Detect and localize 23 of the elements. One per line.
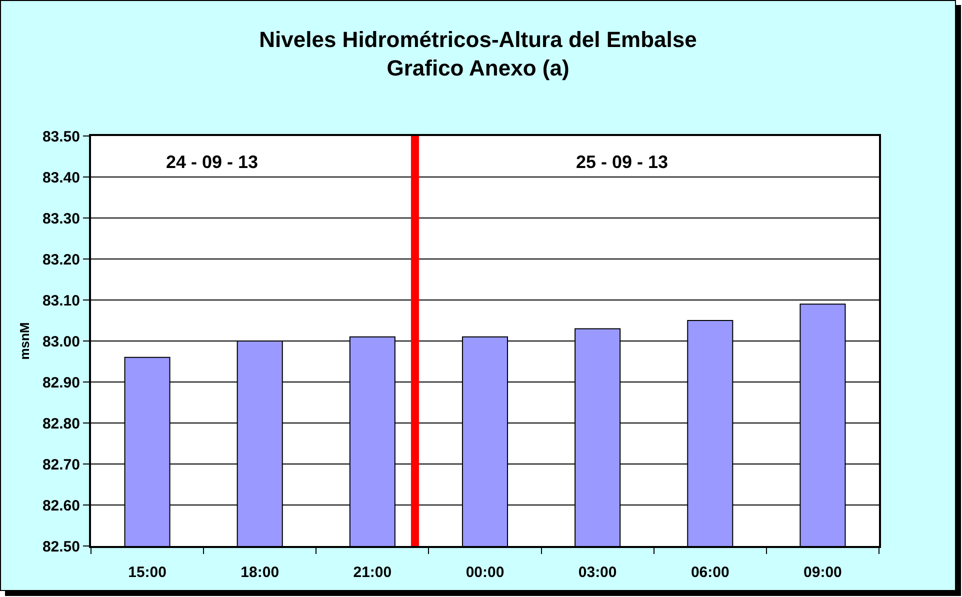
y-tick-label: 83.20 xyxy=(42,251,80,268)
y-tick-label: 82.50 xyxy=(42,538,80,556)
x-tick-label: 15:00 xyxy=(128,564,166,581)
y-tick-label: 83.30 xyxy=(42,210,80,228)
x-tick-label: 21:00 xyxy=(353,564,392,581)
y-tick-label: 83.40 xyxy=(42,169,80,186)
x-tick-label: 03:00 xyxy=(578,564,617,581)
y-tick-label: 83.10 xyxy=(42,292,80,310)
y-axis-title: msnM xyxy=(16,322,32,360)
x-tick-label: 18:00 xyxy=(240,564,280,581)
y-tick-label: 82.80 xyxy=(42,415,80,432)
y-tick-label: 82.90 xyxy=(42,374,80,392)
y-tick-label: 83.50 xyxy=(42,128,80,146)
y-tick-label: 82.60 xyxy=(42,497,80,514)
annotation: 25 - 09 - 13 xyxy=(576,152,668,172)
x-tick-label: 06:00 xyxy=(690,564,730,581)
x-tick-label: 00:00 xyxy=(466,564,504,581)
annotation: 24 - 09 - 13 xyxy=(166,152,258,172)
chart-title: Niveles Hidrométricos-Altura del Embalse xyxy=(259,26,697,52)
x-tick-label: 09:00 xyxy=(804,564,842,581)
chart-subtitle: Grafico Anexo (a) xyxy=(386,56,570,81)
y-tick-label: 82.70 xyxy=(42,456,80,474)
y-tick-label: 83.00 xyxy=(42,333,80,350)
